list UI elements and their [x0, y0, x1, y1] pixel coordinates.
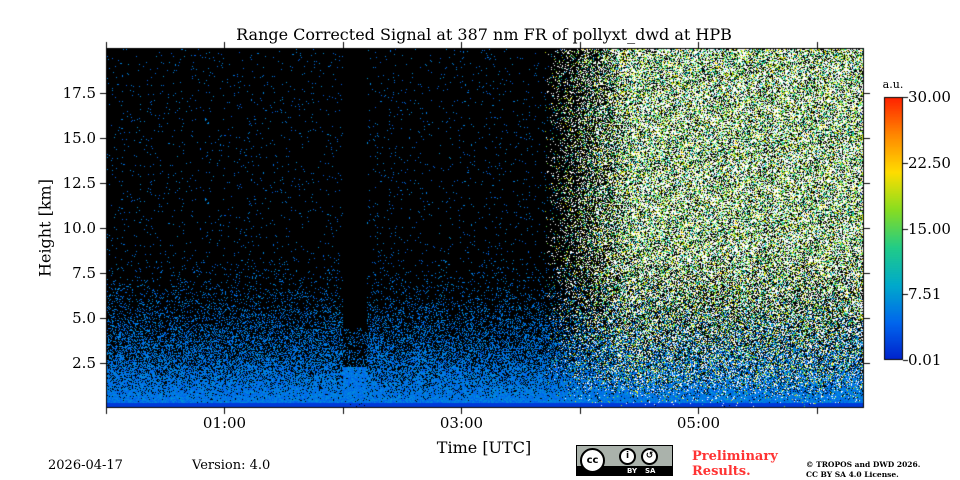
footer-date: 2026-04-17	[48, 458, 123, 473]
colorbar-tick-label: 30.00	[908, 87, 951, 106]
y-tick-label: 12.5	[62, 173, 96, 192]
colorbar-tick-label: 0.01	[908, 350, 942, 369]
colorbar-tick-label: 15.00	[908, 219, 951, 238]
preliminary-line-1: Preliminary	[692, 449, 778, 464]
creative-commons-icon: cc	[580, 448, 605, 473]
copyright-line-1: © TROPOS and DWD 2026.	[806, 460, 921, 469]
y-tick-label: 15.0	[62, 128, 96, 147]
chart-title: Range Corrected Signal at 387 nm FR of p…	[236, 25, 732, 44]
y-tick-label: 10.0	[62, 218, 96, 237]
x-tick-label: 03:00	[439, 414, 484, 432]
y-tick-label: 2.5	[72, 353, 96, 372]
share-alike-icon: ↺	[641, 448, 658, 465]
y-tick-label: 17.5	[62, 83, 96, 102]
colorbar-unit-label: a.u.	[882, 78, 904, 91]
preliminary-line-2: Results.	[692, 464, 751, 479]
colorbar-tick-label: 22.50	[908, 153, 951, 172]
copyright-notice: © TROPOS and DWD 2026. CC BY SA 4.0 Lice…	[806, 460, 920, 480]
footer-version: Version: 4.0	[192, 458, 271, 473]
x-axis-label: Time [UTC]	[436, 438, 532, 457]
cc-license-badge: cc i ↺ BY SA	[576, 445, 673, 476]
x-tick-label: 01:00	[202, 414, 247, 432]
badge-sa-text: SA	[645, 467, 656, 475]
colorbar-tick-label: 7.51	[908, 284, 942, 303]
preliminary-notice: Preliminary Results.	[692, 449, 778, 479]
x-tick-label: 05:00	[676, 414, 721, 432]
y-tick-label: 5.0	[72, 308, 96, 327]
badge-strip	[577, 466, 672, 475]
y-tick-label: 7.5	[72, 263, 96, 282]
copyright-line-2: CC BY SA 4.0 License.	[806, 470, 899, 479]
attribution-icon: i	[619, 448, 636, 465]
badge-by-text: BY	[627, 467, 638, 475]
